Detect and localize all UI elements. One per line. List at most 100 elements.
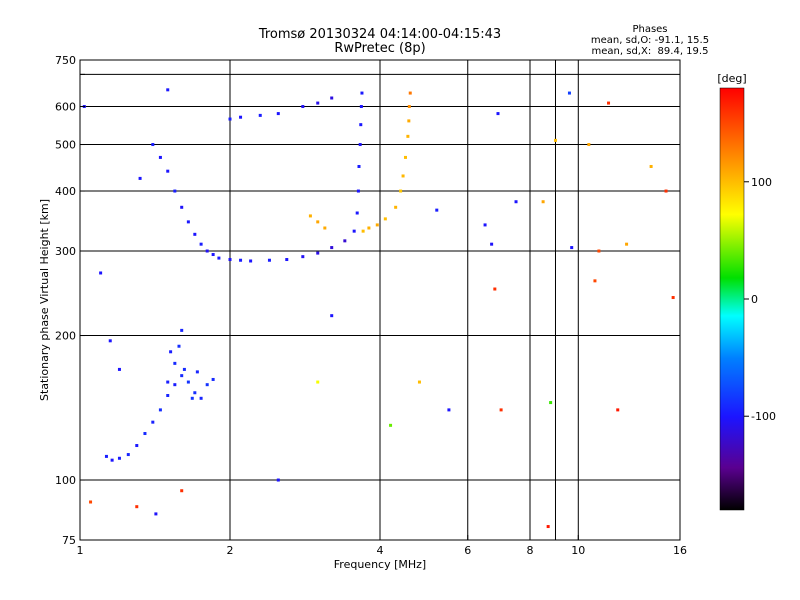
data-point [135,444,139,448]
data-point [316,380,320,384]
data-point [193,232,197,236]
data-point [177,344,181,348]
data-point [99,271,103,275]
y-tick-labels: 75 100 200 300 400 500 600 750 [55,54,85,547]
data-point [267,258,271,262]
data-point [249,259,253,263]
data-point [205,249,209,253]
data-point [394,205,398,209]
data-point [361,229,365,233]
y-tick-label: 500 [55,139,76,152]
data-point [447,408,451,412]
data-point [285,258,289,262]
data-point [483,223,487,227]
data-point [597,249,601,253]
y-tick-label: 200 [55,330,76,343]
x-tick-labels: 1 2 4 6 8 10 16 [77,535,687,557]
data-point [239,115,243,119]
data-point [389,423,393,427]
data-point [343,239,347,243]
colorbar-label: [deg] [717,72,746,85]
data-point [186,220,190,224]
data-point [154,512,158,516]
data-point [399,189,403,193]
phase-line-o: mean, sd,O: -91.1, 15.5 [590,35,710,46]
x-tick-label: 4 [377,544,384,557]
y-axis-label: Stationary phase Virtual Height [km] [38,199,51,401]
data-point [359,123,363,127]
data-point [549,401,553,405]
data-point [158,155,162,159]
data-point [182,367,186,371]
data-point [570,246,574,250]
colorbar [719,87,745,511]
data-point [151,420,155,424]
data-point [193,391,197,395]
data-point [199,396,203,400]
data-point [401,174,405,178]
data-point [359,105,363,109]
data-point [587,143,591,147]
y-tick-label: 100 [55,474,76,487]
data-point [308,214,312,218]
data-point [110,458,114,462]
y-tick-label: 75 [62,534,76,547]
data-point [143,432,147,436]
data-point [649,164,653,168]
data-point [553,138,557,142]
data-point [276,478,280,482]
y-tick-label: 300 [55,245,76,258]
phase-line-x: mean, sd,X: 89.4, 19.5 [591,46,709,57]
data-point [301,255,305,259]
colorbar-tick-label: 100 [751,176,772,189]
data-point [180,489,184,493]
data-point [151,143,155,147]
data-point [180,205,184,209]
data-point [406,134,410,138]
data-point [375,223,379,227]
data-point [211,253,215,257]
colorbar-tick-label: -100 [751,410,776,423]
data-point [173,361,177,365]
data-point [228,117,232,121]
x-tick-label: 1 [77,544,84,557]
data-point [117,367,121,371]
data-point [169,350,173,354]
data-point [301,105,305,109]
data-point [166,169,170,173]
data-points [82,88,675,529]
data-point [104,454,108,458]
data-point [166,380,170,384]
data-point [357,164,361,168]
y-tick-label: 600 [55,101,76,114]
data-point [135,505,139,509]
data-point [541,200,545,204]
data-point [205,383,209,387]
data-point [211,377,215,381]
data-point [190,396,194,400]
phase-heading: Phases [632,24,668,35]
data-point [358,143,362,147]
data-point [330,314,334,318]
x-tick-label: 10 [571,544,585,557]
data-point [166,394,170,398]
data-point [186,380,190,384]
data-point [407,105,411,109]
data-point [117,456,121,460]
y-tick-label: 400 [55,185,76,198]
data-point [607,101,611,105]
data-point [316,220,320,224]
data-point [490,242,494,246]
data-point [360,91,364,95]
colorbar-tick-label: 0 [751,293,758,306]
x-tick-label: 8 [527,544,534,557]
data-point [403,155,407,159]
data-point [330,246,334,250]
data-point [352,229,356,233]
data-point [499,408,503,412]
data-point [138,176,142,180]
x-axis-label: Frequency [MHz] [334,558,426,571]
colorbar-ticks: 100 0 -100 [744,176,776,423]
data-point [239,258,243,262]
data-point [383,217,387,221]
